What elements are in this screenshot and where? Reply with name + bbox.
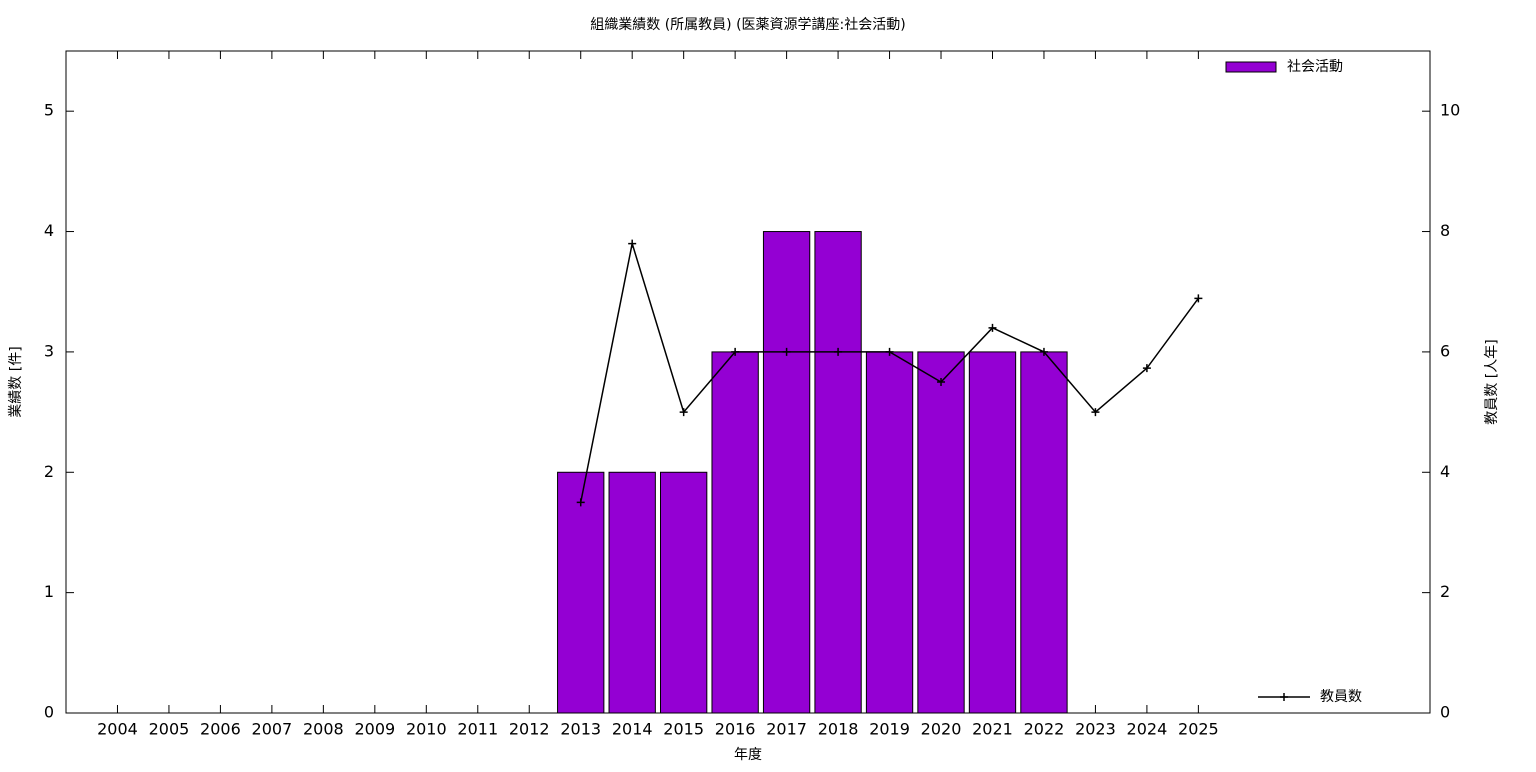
point bbox=[988, 323, 997, 332]
x-tick-label: 2004 bbox=[97, 720, 138, 739]
bar bbox=[557, 471, 605, 714]
x-tick-label: 2020 bbox=[921, 720, 962, 739]
y2-tick-label: 0 bbox=[1440, 703, 1450, 722]
point bbox=[1194, 294, 1203, 303]
x-tick-label: 2012 bbox=[509, 720, 550, 739]
x-tick-label: 2017 bbox=[766, 720, 807, 739]
y2-tick-label: 6 bbox=[1440, 341, 1450, 360]
chart-title: 組織業績数 (所属教員) (医薬資源学講座:社会活動) bbox=[590, 17, 905, 33]
legend-label: 教員数 bbox=[1320, 689, 1362, 705]
legend-swatch bbox=[1280, 693, 1288, 701]
y-axis-label: 業績数 [件] bbox=[8, 346, 24, 417]
point bbox=[576, 498, 585, 507]
x-tick-label: 2011 bbox=[457, 720, 498, 739]
bar bbox=[1020, 351, 1068, 714]
x-tick-label: 2005 bbox=[149, 720, 190, 739]
x-tick-label: 2013 bbox=[560, 720, 601, 739]
x-tick-label: 2015 bbox=[663, 720, 704, 739]
point bbox=[679, 408, 688, 417]
x-tick-label: 2009 bbox=[354, 720, 395, 739]
x-tick-label: 2008 bbox=[303, 720, 344, 739]
point bbox=[628, 239, 637, 248]
point bbox=[782, 347, 791, 356]
x-tick-label: 2018 bbox=[818, 720, 859, 739]
y-tick-label: 0 bbox=[44, 703, 54, 722]
x-tick-label: 2010 bbox=[406, 720, 447, 739]
y2-tick-label: 10 bbox=[1440, 101, 1460, 120]
y-tick-label: 4 bbox=[44, 221, 54, 240]
bar bbox=[968, 351, 1017, 714]
bar bbox=[711, 351, 759, 714]
x-tick-label: 2023 bbox=[1075, 720, 1116, 739]
y2-tick-label: 2 bbox=[1440, 582, 1450, 601]
x-tick-label: 2025 bbox=[1178, 720, 1219, 739]
y-tick-label: 2 bbox=[44, 462, 54, 481]
x-tick-label: 2022 bbox=[1024, 720, 1065, 739]
bar bbox=[865, 351, 914, 714]
x-tick-label: 2016 bbox=[715, 720, 756, 739]
point bbox=[1091, 408, 1100, 417]
x-tick-label: 2024 bbox=[1127, 720, 1168, 739]
y2-axis-label: 教員数 [人年] bbox=[1484, 339, 1500, 424]
x-tick-label: 2006 bbox=[200, 720, 241, 739]
x-tick-label: 2007 bbox=[252, 720, 293, 739]
point bbox=[937, 378, 946, 386]
point bbox=[1039, 347, 1048, 356]
point bbox=[731, 347, 740, 356]
y-tick-label: 3 bbox=[44, 341, 54, 360]
bar bbox=[762, 231, 811, 714]
bar bbox=[917, 351, 965, 714]
bar bbox=[608, 471, 656, 714]
legend-label: 社会活動 bbox=[1287, 59, 1343, 75]
y2-tick-label: 8 bbox=[1440, 221, 1450, 240]
y-tick-label: 1 bbox=[44, 582, 54, 601]
bar bbox=[814, 231, 862, 714]
x-axis-label: 年度 bbox=[734, 747, 762, 763]
x-tick-label: 2014 bbox=[612, 720, 653, 739]
y-tick-label: 5 bbox=[44, 101, 54, 120]
bar bbox=[659, 471, 708, 714]
point bbox=[1142, 364, 1151, 373]
x-tick-label: 2021 bbox=[972, 720, 1013, 739]
x-tick-label: 2019 bbox=[869, 720, 910, 739]
y2-tick-label: 4 bbox=[1440, 462, 1450, 481]
point bbox=[885, 347, 894, 356]
legend-swatch bbox=[1225, 61, 1277, 73]
point bbox=[834, 347, 843, 356]
